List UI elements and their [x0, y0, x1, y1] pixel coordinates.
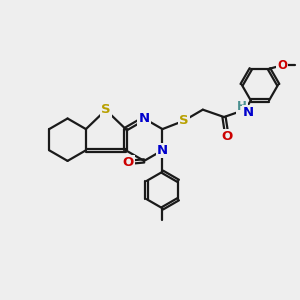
Text: H: H — [237, 100, 247, 113]
Text: S: S — [101, 103, 111, 116]
Text: S: S — [179, 114, 188, 127]
Text: N: N — [243, 106, 254, 119]
Text: N: N — [157, 144, 168, 157]
Text: O: O — [277, 59, 287, 72]
Text: O: O — [122, 156, 134, 169]
Text: N: N — [139, 112, 150, 125]
Text: O: O — [221, 130, 233, 143]
